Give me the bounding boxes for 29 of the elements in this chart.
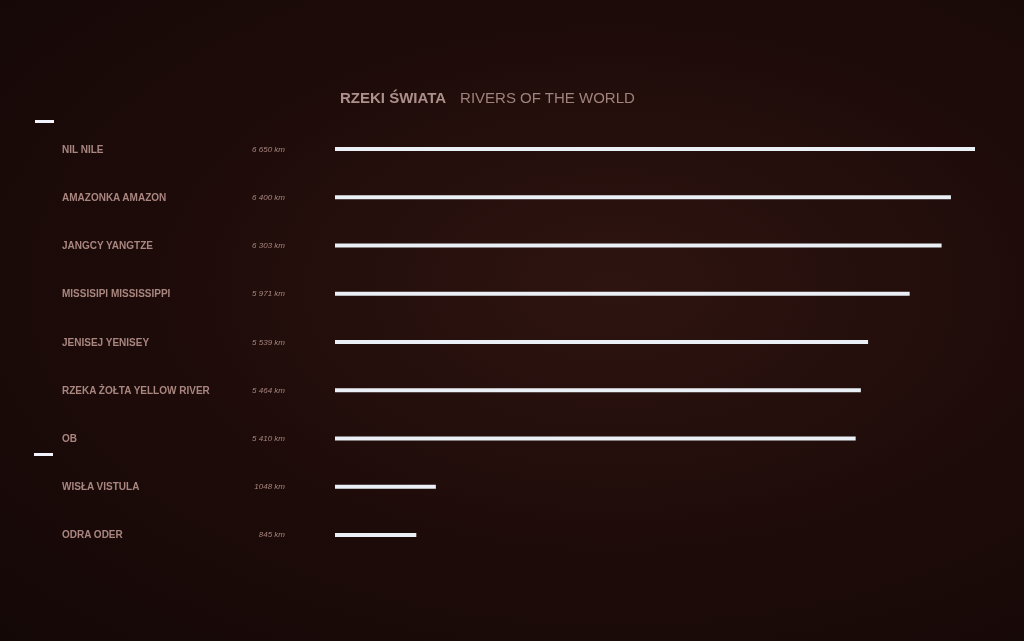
- data-label: 5 971 km: [252, 289, 286, 299]
- data-label: 1048 km: [254, 482, 286, 492]
- y-tick-label: JENISEJ YENISEY: [62, 336, 150, 348]
- y-tick-label: JANGCY YANGTZE: [62, 240, 154, 252]
- data-label: 6 650 km: [252, 144, 286, 154]
- bar: [335, 243, 942, 248]
- bar: [335, 147, 975, 152]
- y-tick-label: MISSISIPI MISSISSIPPI: [62, 288, 171, 300]
- data-label: 845 km: [258, 530, 286, 540]
- y-tick-label: WISŁA VISTULA: [62, 481, 140, 493]
- chart-title: RZEKI ŚWIATA: [340, 89, 447, 106]
- y-tick-label: RZEKA ŻOŁTA YELLOW RIVER: [62, 383, 211, 396]
- y-tick-label: AMAZONKA AMAZON: [62, 191, 167, 203]
- data-label: 5 464 km: [252, 385, 286, 395]
- data-label: 6 303 km: [252, 241, 286, 251]
- bar: [335, 340, 869, 344]
- data-label: 5 410 km: [252, 433, 286, 443]
- y-tick-label: ODRA ODER: [62, 529, 124, 541]
- data-label: 6 400 km: [252, 192, 286, 202]
- bar: [335, 195, 951, 200]
- y-tick-label: OB: [62, 432, 77, 444]
- bar: [335, 532, 417, 537]
- bar: [335, 291, 910, 296]
- data-label: 5 539 km: [252, 337, 286, 347]
- bar: [335, 388, 861, 393]
- y-tick-label: NIL NILE: [62, 143, 104, 155]
- chart-subtitle: RIVERS OF THE WORLD: [460, 89, 636, 106]
- bar: [335, 484, 436, 489]
- bar: [335, 436, 856, 441]
